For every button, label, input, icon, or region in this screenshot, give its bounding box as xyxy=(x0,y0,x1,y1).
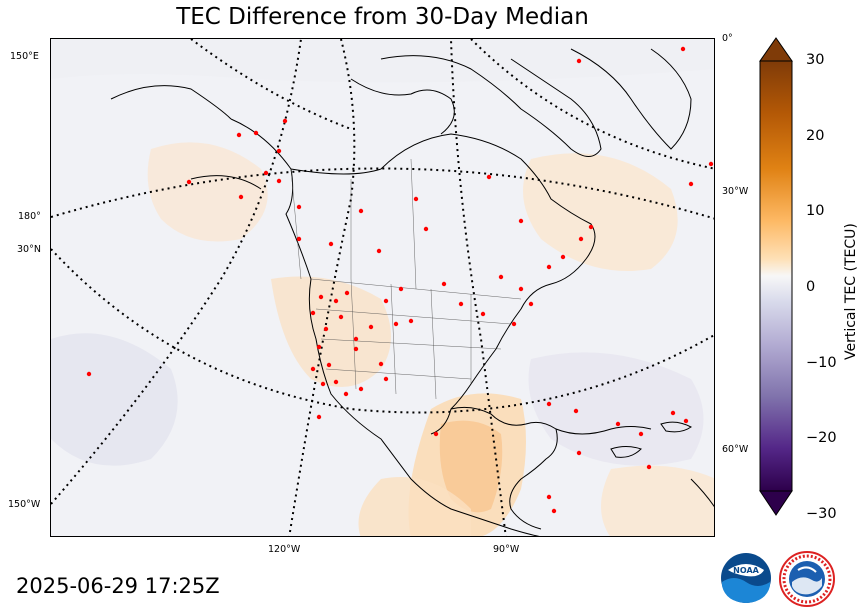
noaa-logo: NOAA xyxy=(721,553,771,603)
lon-label-90w: 90°W xyxy=(493,544,520,555)
lon-label-0: 0° xyxy=(722,33,733,44)
colorbar xyxy=(759,37,793,516)
lat-label-30n: 30°N xyxy=(17,244,41,255)
admin-borders xyxy=(290,158,522,400)
lon-label-60w: 60°W xyxy=(722,444,749,455)
coastlines xyxy=(110,48,714,536)
timestamp: 2025-06-29 17:25Z xyxy=(16,574,220,598)
nws-logo xyxy=(779,551,835,607)
noaa-logo-text: NOAA xyxy=(733,566,759,575)
lon-label-30w: 30°W xyxy=(722,186,749,197)
colorbar-tick-neg10: −10 xyxy=(806,355,837,371)
lon-label-180: 180° xyxy=(18,211,41,222)
colorbar-label: Vertical TEC (TECU) xyxy=(843,223,859,360)
anomaly-field xyxy=(51,39,714,536)
lon-label-150e: 150°E xyxy=(10,51,39,62)
map-title: TEC Difference from 30-Day Median xyxy=(176,4,589,30)
colorbar-tick-30: 30 xyxy=(806,52,825,68)
colorbar-tick-neg20: −20 xyxy=(806,430,837,446)
lon-label-150w: 150°W xyxy=(8,499,41,510)
station-markers xyxy=(86,46,714,514)
lon-label-120w: 120°W xyxy=(268,544,301,555)
colorbar-tick-neg30: −30 xyxy=(806,506,837,522)
map-canvas xyxy=(51,39,714,536)
colorbar-tick-0: 0 xyxy=(806,279,816,295)
colorbar-tick-20: 20 xyxy=(806,128,825,144)
tec-map xyxy=(50,38,715,537)
colorbar-tick-10: 10 xyxy=(806,203,825,219)
